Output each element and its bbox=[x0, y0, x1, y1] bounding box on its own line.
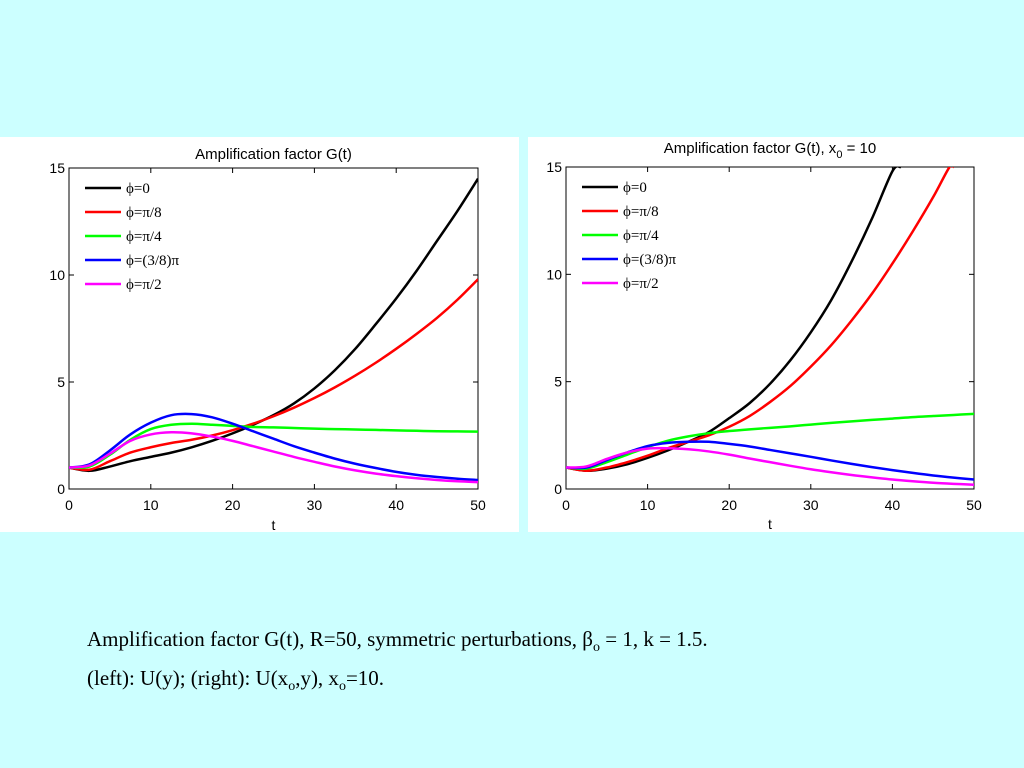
caption-subscript: o bbox=[288, 679, 296, 695]
chart-title: Amplification factor G(t) bbox=[195, 146, 352, 163]
x-tick-label: 40 bbox=[885, 497, 901, 513]
caption-text: Amplification factor G(t), R=50, symmetr… bbox=[87, 627, 593, 651]
series-line-2 bbox=[69, 422, 478, 470]
x-axis-label: t bbox=[768, 516, 772, 532]
legend-label: ϕ=π/8 bbox=[623, 204, 659, 220]
legend-label: ϕ=π/4 bbox=[623, 228, 659, 244]
y-tick-label: 0 bbox=[554, 481, 562, 497]
caption-text: (left): U(y); (right): U(x bbox=[87, 666, 289, 691]
caption-text: = 1, k = 1.5. bbox=[600, 627, 708, 651]
chart-title: Amplification factor G(t), x0 = 10 bbox=[664, 140, 876, 161]
x-tick-label: 30 bbox=[307, 497, 323, 513]
right-chart-panel: 0 10 20 30 40 50 0 5 10 15 t Amplification factor G… bbox=[528, 137, 1024, 532]
series-line-4 bbox=[69, 431, 478, 484]
legend-label: ϕ=π/4 bbox=[126, 229, 162, 245]
x-tick-label: 30 bbox=[803, 497, 819, 513]
y-tick-label: 15 bbox=[546, 159, 562, 175]
chart-title-suffix: = 10 bbox=[842, 140, 876, 157]
legend-label: ϕ=0 bbox=[126, 181, 150, 197]
figure-caption: Amplification factor G(t), R=50, symmetr… bbox=[87, 624, 987, 702]
chart-title-text: Amplification factor G(t), x bbox=[664, 140, 837, 157]
left-chart: 0 10 20 30 40 50 0 5 10 15 t Amplification factor G… bbox=[49, 146, 486, 533]
caption-line-2: (left): U(y); (right): U(xo,y), xo=10. bbox=[87, 663, 987, 702]
x-tick-label: 40 bbox=[388, 497, 404, 513]
series-line-2 bbox=[566, 412, 974, 471]
x-tick-label: 50 bbox=[470, 497, 486, 513]
chart-title-text: Amplification factor G(t) bbox=[195, 146, 352, 163]
legend-label: ϕ=(3/8)π bbox=[126, 253, 180, 269]
x-tick-label: 20 bbox=[721, 497, 737, 513]
x-tick-label: 0 bbox=[65, 497, 73, 513]
legend-label: ϕ=(3/8)π bbox=[623, 252, 677, 268]
y-tick-label: 15 bbox=[49, 160, 65, 176]
series-line-4 bbox=[566, 446, 974, 486]
caption-subscript: o bbox=[593, 640, 600, 656]
plot-area bbox=[565, 166, 975, 490]
series-line-1 bbox=[69, 278, 478, 472]
series-line-0 bbox=[566, 167, 902, 473]
x-tick-label: 10 bbox=[640, 497, 656, 513]
y-tick-label: 10 bbox=[546, 266, 562, 282]
right-chart: 0 10 20 30 40 50 0 5 10 15 t Amplification factor G… bbox=[546, 140, 982, 532]
series-line-3 bbox=[69, 412, 478, 482]
y-tick-label: 5 bbox=[554, 374, 562, 390]
x-tick-label: 0 bbox=[562, 497, 570, 513]
legend-label: ϕ=0 bbox=[623, 180, 647, 196]
caption-line-1: Amplification factor G(t), R=50, symmetr… bbox=[87, 624, 987, 663]
left-chart-panel: 0 10 20 30 40 50 0 5 10 15 t Amplification factor G… bbox=[0, 137, 519, 533]
x-tick-label: 50 bbox=[966, 497, 982, 513]
legend-label: ϕ=π/2 bbox=[126, 277, 162, 293]
series-group bbox=[69, 178, 478, 484]
caption-text: ,y), x bbox=[295, 666, 339, 691]
series-group bbox=[566, 167, 974, 486]
y-tick-label: 10 bbox=[49, 267, 65, 283]
y-tick-label: 0 bbox=[57, 481, 65, 497]
series-line-1 bbox=[566, 167, 955, 473]
x-tick-label: 10 bbox=[143, 497, 159, 513]
x-tick-label: 20 bbox=[225, 497, 241, 513]
caption-subscript: o bbox=[338, 679, 346, 695]
caption-text: =10. bbox=[345, 666, 385, 691]
x-axis-label: t bbox=[272, 517, 276, 533]
y-tick-label: 5 bbox=[57, 374, 65, 390]
chart-title-subscript: 0 bbox=[836, 149, 842, 161]
legend-label: ϕ=π/8 bbox=[126, 205, 162, 221]
legend-label: ϕ=π/2 bbox=[623, 276, 659, 292]
